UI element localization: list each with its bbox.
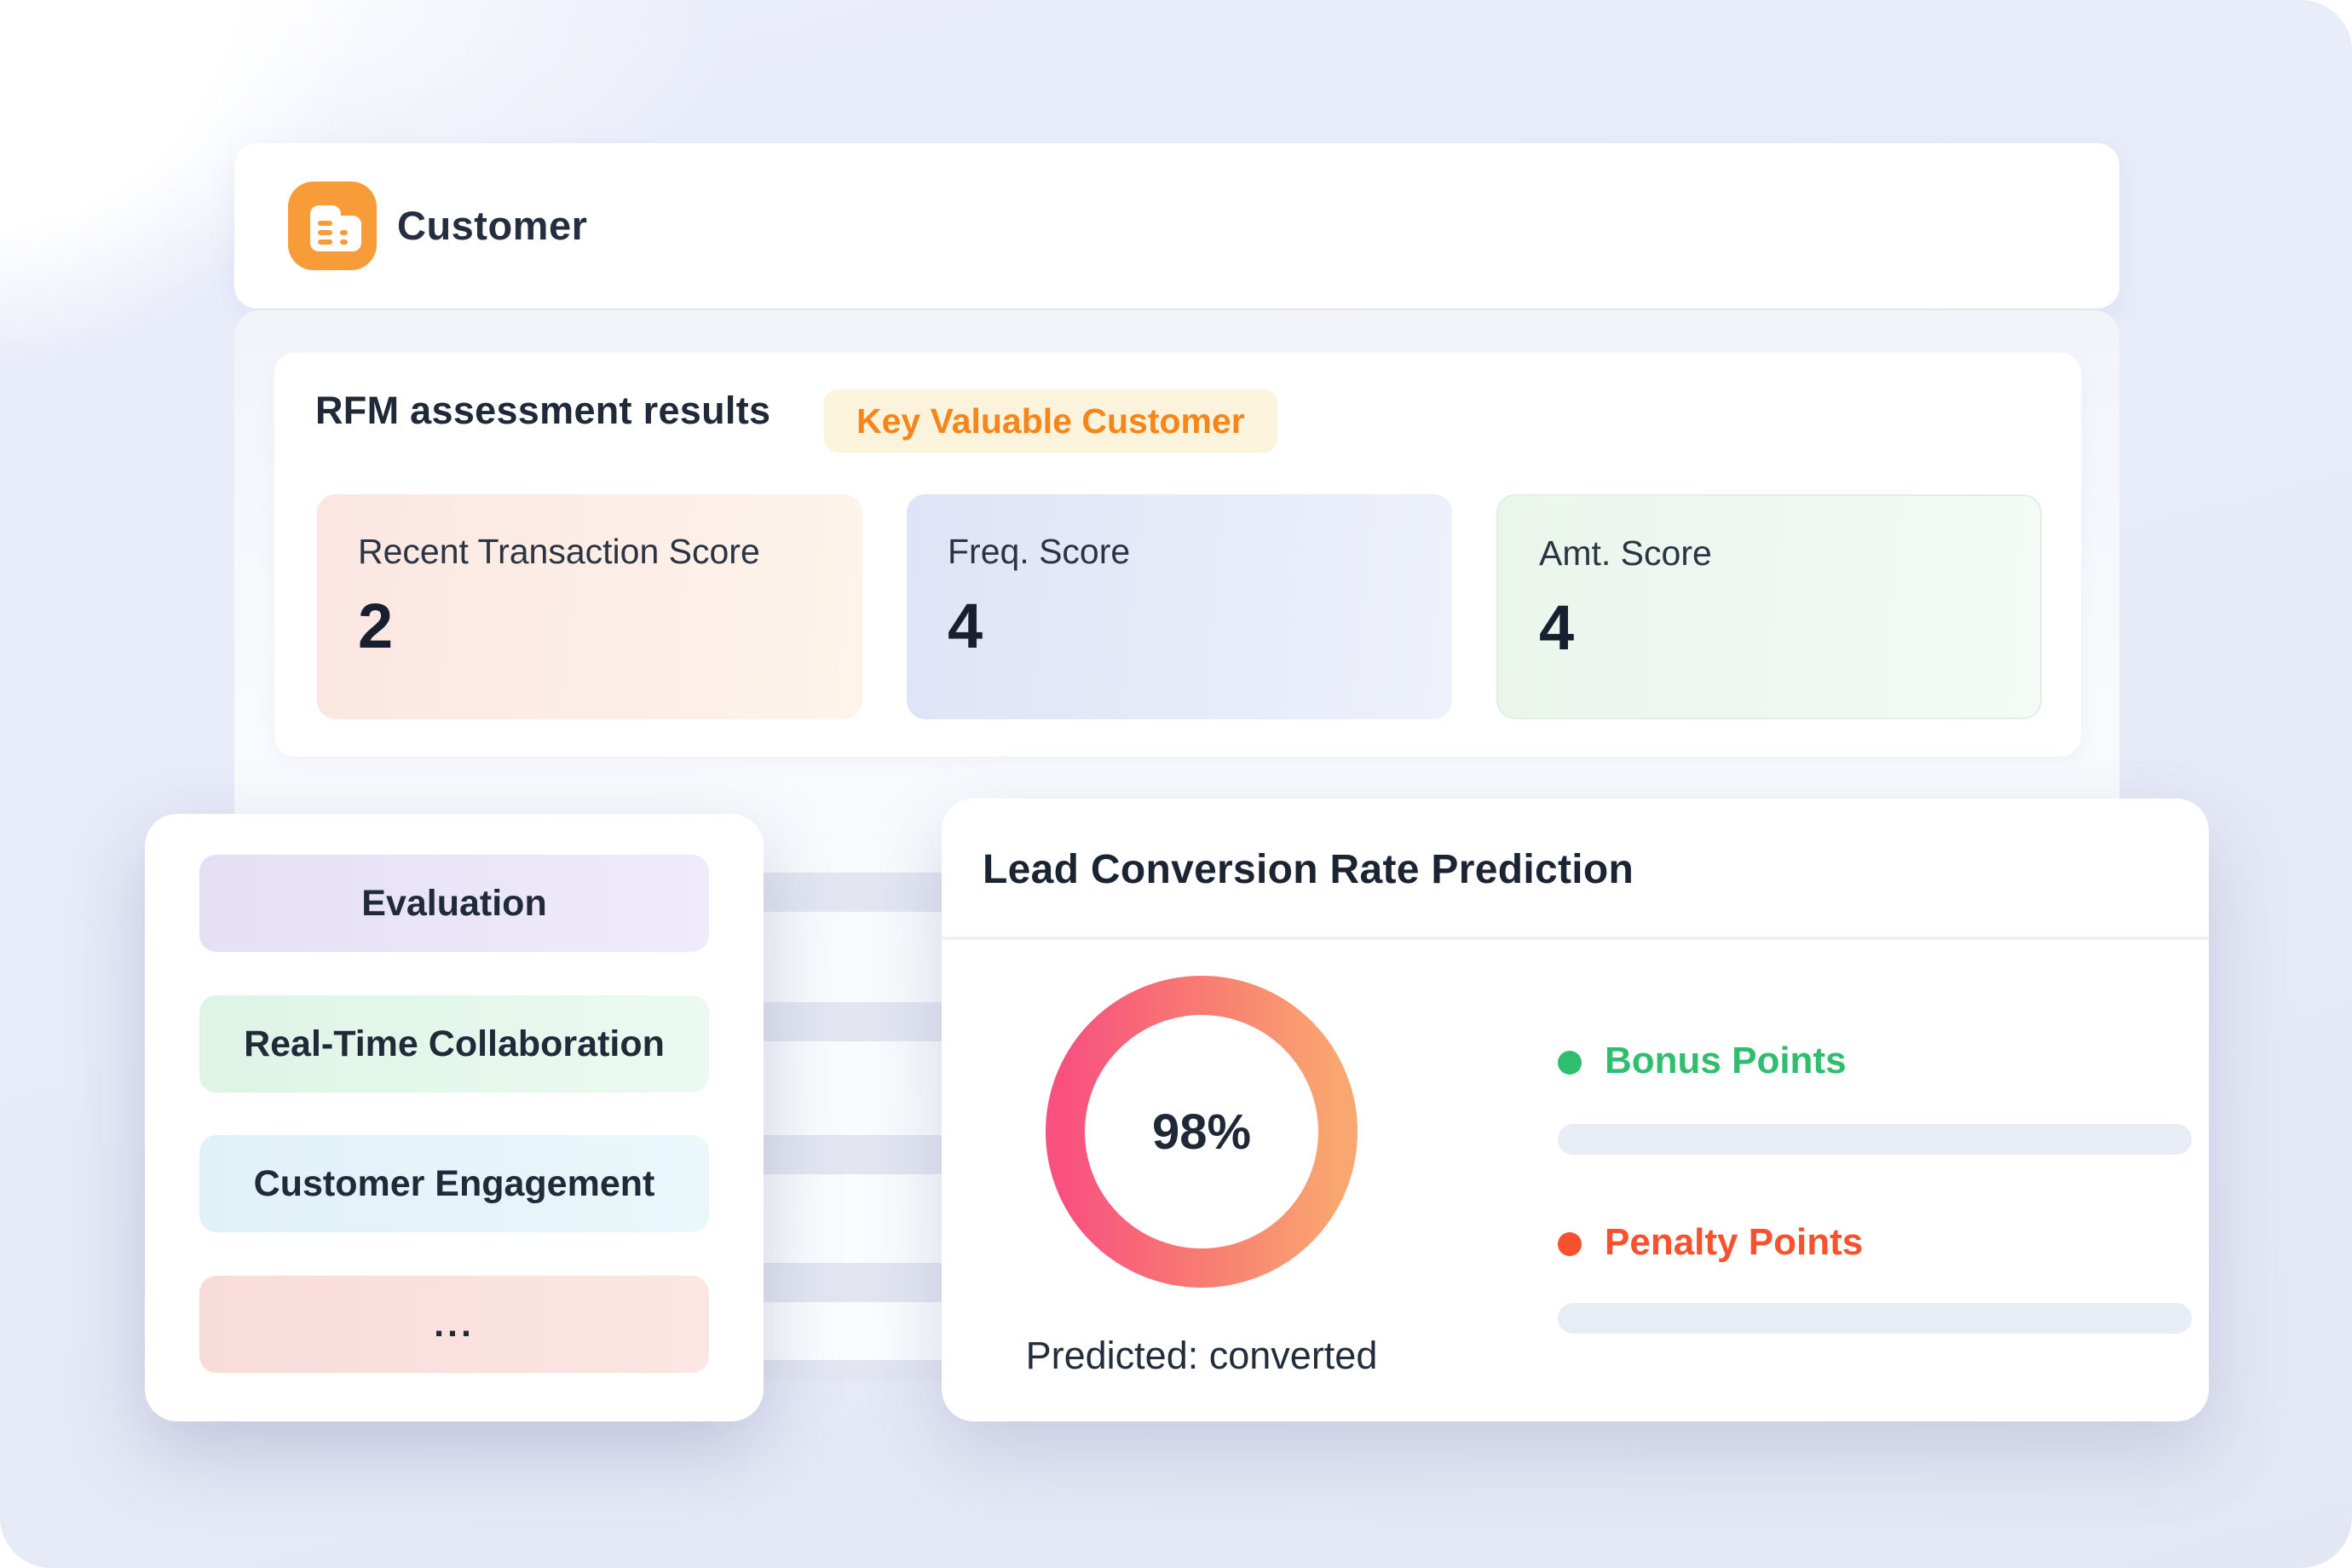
score-label: Recent Transaction Score — [358, 532, 760, 571]
customer-folder-icon — [288, 182, 377, 270]
conversion-percent: 98% — [1151, 1104, 1252, 1160]
score-value: 4 — [948, 591, 983, 661]
page-title: Customer — [397, 203, 588, 248]
bonus-dot-icon — [1558, 1051, 1582, 1075]
score-value: 4 — [1539, 592, 1575, 663]
rfm-results-card: RFM assessment results Key Valuable Cust… — [273, 351, 2083, 758]
score-card-amount: Amt. Score 4 — [1496, 494, 2042, 719]
legend-penalty-points: Penalty Points — [1605, 1221, 1864, 1263]
score-label: Amt. Score — [1539, 533, 1712, 573]
score-card-frequency: Freq. Score 4 — [907, 494, 1452, 719]
score-value: 2 — [358, 591, 394, 661]
score-card-recent-transaction: Recent Transaction Score 2 — [317, 494, 862, 719]
customer-tier-badge: Key Valuable Customer — [824, 389, 1277, 453]
menu-item-evaluation[interactable]: Evaluation — [199, 855, 709, 952]
bonus-points-bar — [1558, 1124, 2192, 1155]
customer-card: Customer — [234, 143, 2119, 308]
menu-item-real-time-collaboration[interactable]: Real-Time Collaboration — [199, 995, 709, 1092]
score-label: Freq. Score — [948, 532, 1131, 571]
feature-menu-panel: Evaluation Real-Time Collaboration Custo… — [145, 814, 764, 1421]
penalty-points-bar — [1558, 1303, 2192, 1334]
predicted-label: Predicted: converted — [1025, 1334, 1378, 1377]
card-divider — [942, 937, 2209, 940]
lead-prediction-card: Lead Conversion Rate Prediction 98% Pred… — [942, 798, 2209, 1421]
penalty-dot-icon — [1558, 1232, 1582, 1256]
rfm-title: RFM assessment results — [315, 389, 771, 432]
conversion-donut-chart: 98% — [1046, 976, 1358, 1288]
menu-item-customer-engagement[interactable]: Customer Engagement — [199, 1135, 709, 1232]
lead-prediction-title: Lead Conversion Rate Prediction — [983, 847, 1634, 892]
legend-bonus-points: Bonus Points — [1605, 1040, 1847, 1081]
menu-item-more[interactable]: ... — [199, 1276, 709, 1373]
